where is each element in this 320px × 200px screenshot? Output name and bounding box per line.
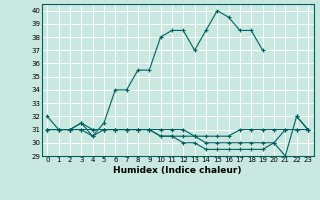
X-axis label: Humidex (Indice chaleur): Humidex (Indice chaleur) [113, 166, 242, 175]
